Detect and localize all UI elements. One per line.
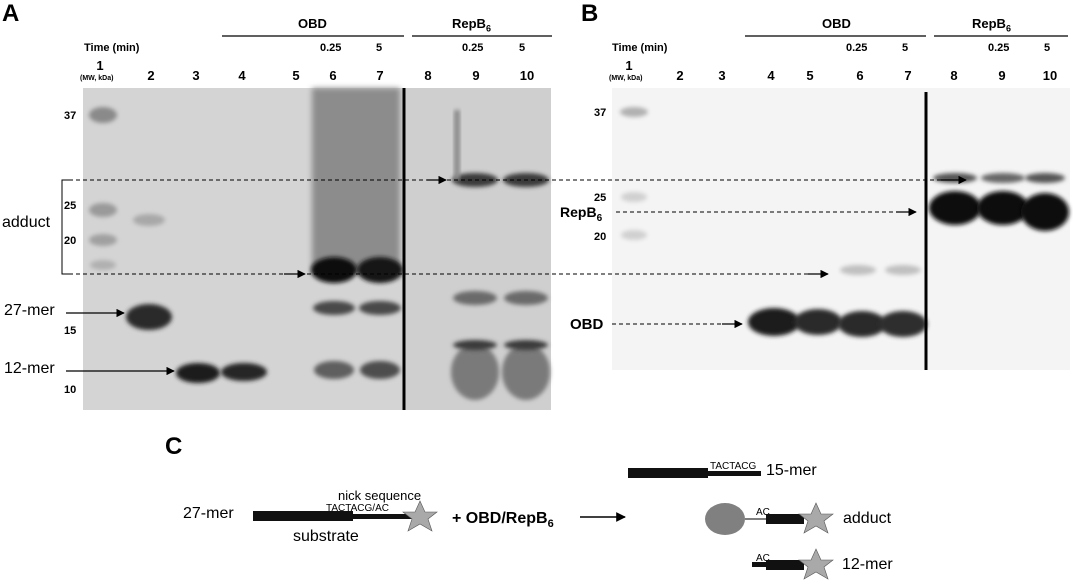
panel-a-time-obd-2: 5 <box>376 42 383 54</box>
panel-c-adduct-label: adduct <box>843 510 892 527</box>
gel-b-band-repb-8 <box>929 191 981 225</box>
panel-a-marker-15: 15 <box>64 325 77 337</box>
panel-c-12mer-ac: AC <box>756 553 770 564</box>
product-15mer-strand <box>628 468 708 478</box>
panel-a-lane-2: 2 <box>147 68 155 83</box>
panel-a-lane-7: 7 <box>376 68 384 83</box>
adduct-bracket <box>61 179 70 275</box>
gel-a-ladder-lower <box>90 260 116 270</box>
substrate-strand-left <box>253 511 353 521</box>
gel-a-band-adduct-7 <box>357 257 403 283</box>
panel-a-lane-3: 3 <box>192 68 200 83</box>
panel-b-lane-4: 4 <box>767 68 775 83</box>
panel-c-nick-seq: TACTACG/AC <box>326 503 389 514</box>
panel-a-marker-10: 10 <box>64 384 77 396</box>
panel-a-adduct-label: adduct <box>2 214 51 231</box>
substrate-label-star <box>402 500 438 532</box>
panel-b-lane-1: 1 <box>625 58 633 73</box>
product-12mer-strand <box>766 560 804 570</box>
protein-blob <box>705 503 745 535</box>
panel-c-enzyme-label: + OBD/RepB6 <box>452 510 554 531</box>
panel-a-letter: A <box>2 0 20 27</box>
adduct-strand <box>766 514 804 524</box>
panel-c-schematic <box>253 468 834 580</box>
panel-a-marker-37: 37 <box>64 110 77 122</box>
gel-a-ladder-25 <box>89 203 117 217</box>
panel-a-lane-5: 5 <box>292 68 300 83</box>
panel-b-obd-label: OBD <box>570 316 604 333</box>
panel-a-marker-20: 20 <box>64 235 77 247</box>
panel-a-time-repb-2: 5 <box>519 42 526 54</box>
gel-b-ladder-37 <box>620 107 648 117</box>
panel-c-27mer-label: 27-mer <box>183 505 234 522</box>
panel-b-lane-5: 5 <box>806 68 814 83</box>
gel-b-band-obd-4 <box>748 308 800 336</box>
panel-a-lane-1: 1 <box>96 58 104 73</box>
panel-a-marker-25: 25 <box>64 200 77 212</box>
panel-a-time-repb-1: 0.25 <box>462 42 484 54</box>
gel-a <box>83 88 551 410</box>
panel-c-adduct-ac: AC <box>756 507 770 518</box>
panel-a-obd-header: OBD <box>298 16 327 31</box>
panel-a-repb-header: RepB6 <box>452 16 491 34</box>
gel-a-ladder-20 <box>89 234 117 246</box>
panel-b-lane-7: 7 <box>904 68 912 83</box>
gel-b-band-obd-5 <box>794 309 842 335</box>
panel-b-lane-6: 6 <box>856 68 864 83</box>
panel-a-lane-8: 8 <box>424 68 432 83</box>
panel-b-lane-2: 2 <box>676 68 684 83</box>
panel-c-letter: C <box>165 433 183 460</box>
gel-b-band-repb-10 <box>1021 193 1069 231</box>
gel-a-band-12mer-4 <box>221 363 267 381</box>
panel-a-time-obd-1: 0.25 <box>320 42 342 54</box>
panel-b-obd-header: OBD <box>822 16 851 31</box>
panel-b-lane-3: 3 <box>718 68 726 83</box>
panel-b-repb-label: RepB6 <box>560 204 603 224</box>
gel-a-band-12mer-3 <box>176 363 220 383</box>
panel-b-mw-label: (MW, kDa) <box>609 75 643 82</box>
panel-b-marker-20: 20 <box>594 231 607 243</box>
panel-a-lane-10: 10 <box>519 68 535 83</box>
panel-a-12mer-label: 12-mer <box>4 360 55 377</box>
panel-b-letter: B <box>581 0 599 27</box>
panel-b-time-obd-1: 0.25 <box>846 42 868 54</box>
panel-c-nick-label: nick sequence <box>338 488 422 503</box>
product-12mer-star <box>798 548 834 580</box>
panel-b-time-label: Time (min) <box>612 42 668 54</box>
panel-a-lane-4: 4 <box>238 68 246 83</box>
adduct-label-star <box>798 502 834 534</box>
panel-c-15mer-label: 15-mer <box>766 462 817 479</box>
panel-a-mw-label: (MW, kDa) <box>80 75 114 82</box>
gel-b <box>612 88 1070 370</box>
panel-b-lane-9: 9 <box>998 68 1006 83</box>
panel-b-repb-header: RepB6 <box>972 16 1011 34</box>
panel-b-time-obd-2: 5 <box>902 42 909 54</box>
panel-c-substrate-label: substrate <box>293 528 359 545</box>
panel-b-time-repb-1: 0.25 <box>988 42 1010 54</box>
gel-a-band-adduct-6 <box>311 257 357 283</box>
panel-a-27mer-label: 27-mer <box>4 302 55 319</box>
panel-c-product-seq: TACTACG <box>710 461 757 472</box>
panel-b-lane-8: 8 <box>950 68 958 83</box>
panel-a-lane-9: 9 <box>472 68 480 83</box>
gel-b-band-repb-9 <box>977 191 1029 225</box>
panel-b-time-repb-2: 5 <box>1044 42 1051 54</box>
gel-b-band-obd-6 <box>838 311 886 337</box>
panel-b-marker-37: 37 <box>594 107 607 119</box>
gel-a-band-27mer <box>126 304 172 330</box>
panel-c-12mer-label: 12-mer <box>842 556 893 573</box>
panel-b-lane-10: 10 <box>1042 68 1058 83</box>
gel-b-band-obd-7 <box>879 311 927 337</box>
gel-a-ladder-37 <box>89 107 117 123</box>
panel-b-marker-25: 25 <box>594 192 607 204</box>
panel-a-time-label: Time (min) <box>84 42 140 54</box>
panel-a-lane-6: 6 <box>329 68 337 83</box>
